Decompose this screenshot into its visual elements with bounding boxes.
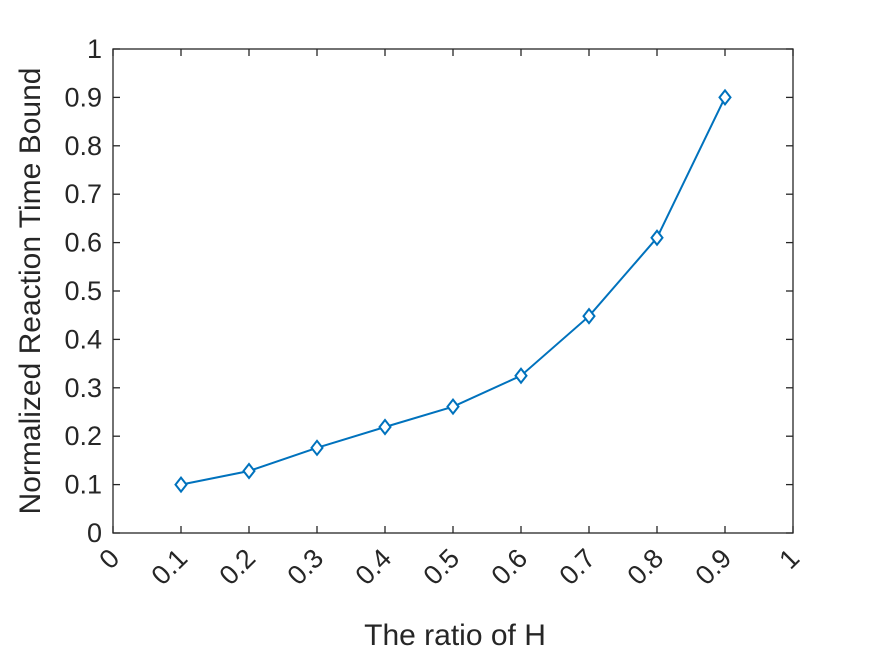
data-point-marker bbox=[650, 229, 664, 247]
x-tick-label: 0.6 bbox=[485, 543, 533, 591]
data-point-marker bbox=[718, 88, 732, 107]
data-point-marker bbox=[310, 439, 324, 457]
y-tick-label: 1 bbox=[87, 34, 102, 64]
y-tick-label: 0.5 bbox=[64, 276, 102, 306]
y-tick-label: 0.4 bbox=[64, 324, 102, 354]
x-tick-label: 0.4 bbox=[349, 543, 397, 591]
data-point-marker bbox=[242, 462, 256, 480]
series-line bbox=[180, 96, 726, 486]
x-tick-label: 0.2 bbox=[213, 543, 261, 591]
data-point-marker bbox=[514, 367, 528, 385]
x-tick-label: 0.8 bbox=[621, 543, 669, 591]
y-tick-label: 0.1 bbox=[64, 470, 102, 500]
x-tick-label: 1 bbox=[773, 543, 805, 575]
x-tick-label: 0.9 bbox=[689, 543, 737, 591]
data-point-marker bbox=[378, 418, 392, 436]
x-tick-label: 0.5 bbox=[417, 543, 465, 591]
axes-box bbox=[112, 48, 794, 534]
plot-area bbox=[174, 88, 732, 494]
y-tick-label: 0.2 bbox=[64, 421, 102, 451]
y-tick-label: 0.3 bbox=[64, 373, 102, 403]
x-tick-label: 0.7 bbox=[553, 543, 601, 591]
y-tick-label: 0.6 bbox=[64, 228, 102, 258]
axes bbox=[112, 48, 794, 534]
data-point-marker bbox=[582, 307, 596, 325]
x-tick-label: 0 bbox=[93, 543, 125, 575]
data-point-marker bbox=[446, 398, 460, 416]
y-tick-label: 0 bbox=[87, 518, 102, 548]
y-tick-label: 0.9 bbox=[64, 82, 102, 112]
x-axis-title: The ratio of H bbox=[364, 619, 546, 652]
x-tick-label: 0.1 bbox=[145, 543, 193, 591]
tick-labels: 0 0.1 0.2 0.3 0.4 0.5 0.6 0.7 0.8 0.9 1 0 0.1 0.2 0.3 0… bbox=[64, 34, 805, 591]
x-tick-label: 0.3 bbox=[281, 543, 329, 591]
y-axis-title: Normalized Reaction Time Bound bbox=[14, 68, 47, 515]
y-tick-label: 0.7 bbox=[64, 179, 102, 209]
data-point-marker bbox=[174, 475, 188, 494]
y-tick-label: 0.8 bbox=[64, 131, 102, 161]
